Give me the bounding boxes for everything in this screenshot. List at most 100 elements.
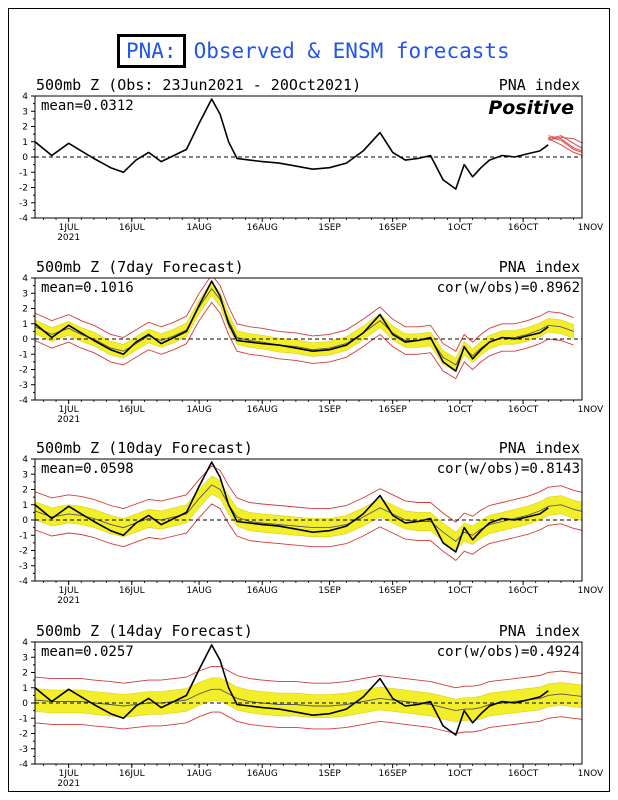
plot-area [35,461,582,561]
y-tick-label: -1 [19,714,28,724]
x-tick-label: 16SEP [379,769,408,779]
spread-band [35,281,574,373]
y-tick-label: -4 [19,396,28,406]
panel-title: 500mb Z (Obs: 23Jun2021 - 20Oct2021) [36,76,361,94]
x-tick-label: 16SEP [379,586,408,596]
title-tag-box: PNA: [117,34,186,68]
annotation-mean: mean=0.0598 [41,461,134,477]
envelope-lower-line [35,711,582,734]
envelope-upper-line [35,665,582,689]
observed-line [35,461,549,553]
plot-frame [34,95,583,219]
forecast-member-line [548,135,582,149]
envelope-lower-line [35,503,582,561]
x-tick-label: 16AUG [247,586,278,596]
observed-line [35,644,549,736]
panel-right-label: PNA index [499,622,580,640]
y-tick-label: 0 [22,153,28,163]
observed-line [35,280,549,372]
x-tick-label: 1NOV [578,223,604,233]
y-tick-label: -4 [19,760,28,770]
x-tick-label: 1AUG [186,405,211,415]
annotation-correlation: cor(w/obs)=0.4924 [437,644,580,660]
x-tick-label: 16JUL [119,769,145,779]
y-tick-label: -1 [19,168,28,178]
chart-panel-1: 500mb Z (Obs: 23Jun2021 - 20Oct2021) PNA … [19,76,604,243]
x-tick-label: 16AUG [247,769,278,779]
x-tick-label: 16OCT [508,405,539,415]
x-tick-label: 1OCT [448,405,473,415]
annotation-mean: mean=0.0257 [41,644,134,660]
forecast-member-line [548,136,582,153]
annotation-phase: Positive [488,97,574,119]
x-tick-label: 1NOV [578,769,604,779]
x-tick-label: 16OCT [508,223,539,233]
y-tick-label: 4 [22,638,28,648]
x-tick-label: 1AUG [186,223,211,233]
panel-right-label: PNA index [499,439,580,457]
x-tick-label: 1JUL [59,769,79,779]
y-tick-label: 3 [22,470,28,480]
y-tick-label: -3 [19,199,28,209]
x-tick-label: 1NOV [578,405,604,415]
x-tick-label: 1SEP [318,769,341,779]
plot-frame [34,277,583,401]
y-tick-label: -2 [19,184,28,194]
y-tick-label: 0 [22,335,28,345]
panel-title: 500mb Z (7day Forecast) [36,258,244,276]
x-tick-label: 1OCT [448,769,473,779]
observed-line [35,98,549,190]
annotation-correlation: cor(w/obs)=0.8962 [437,280,580,296]
envelope-upper-line [35,465,582,523]
y-tick-label: 0 [22,516,28,526]
y-tick-label: 2 [22,123,28,133]
forecast-member-line [548,135,582,152]
panel-right-label: PNA index [499,258,580,276]
y-tick-label: 1 [22,501,28,511]
x-tick-label: 1OCT [448,223,473,233]
y-tick-label: 2 [22,669,28,679]
chart-panel-2: 500mb Z (7day Forecast) PNA index 4 3 2 1 0 -1 -… [19,258,604,425]
x-tick-label: 1JUL [59,405,79,415]
y-tick-label: -2 [19,730,28,740]
y-tick-label: 2 [22,305,28,315]
plot-area [35,98,582,190]
y-tick-label: 3 [22,107,28,117]
y-tick-label: 2 [22,486,28,496]
y-tick-label: -4 [19,577,28,587]
x-tick-label: 1AUG [186,586,211,596]
x-tick-label: 1SEP [318,223,341,233]
x-tick-label: 16SEP [379,405,408,415]
panel-title: 500mb Z (10day Forecast) [36,439,253,457]
x-tick-label: 1AUG [186,769,211,779]
x-year-label: 2021 [57,596,80,606]
y-tick-label: -3 [19,381,28,391]
spread-band [35,475,582,551]
x-tick-label: 16JUL [119,405,145,415]
annotation-mean: mean=0.0312 [41,98,134,114]
annotation-mean: mean=0.1016 [41,280,134,296]
panel-right-label: PNA index [499,76,580,94]
x-tick-label: 16JUL [119,223,145,233]
y-tick-label: -1 [19,350,28,360]
y-tick-label: -2 [19,366,28,376]
y-tick-label: -3 [19,562,28,572]
envelope-upper-line [35,278,574,352]
y-tick-label: 4 [22,274,28,284]
x-tick-label: 16OCT [508,769,539,779]
x-tick-label: 16JUL [119,586,145,596]
x-tick-label: 16AUG [247,405,278,415]
x-tick-label: 1SEP [318,405,341,415]
forecast-member-line [548,138,582,156]
x-tick-label: 1JUL [59,586,79,596]
y-tick-label: -2 [19,547,28,557]
x-tick-label: 1NOV [578,586,604,596]
y-tick-label: 0 [22,699,28,709]
y-tick-label: 1 [22,320,28,330]
spread-band [35,677,582,723]
figure-title: PNA: Observed & ENSM forecasts [117,34,510,68]
y-tick-label: -1 [19,531,28,541]
annotation-correlation: cor(w/obs)=0.8143 [437,461,580,477]
y-tick-label: 3 [22,653,28,663]
